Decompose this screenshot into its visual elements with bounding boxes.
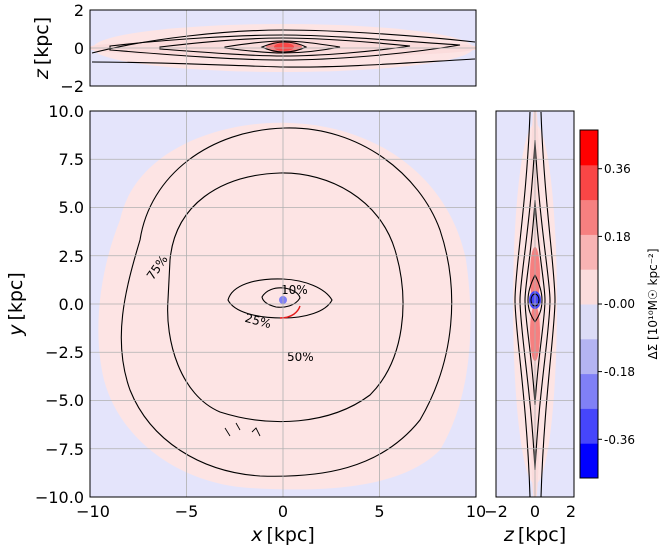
main-panel-grid: [90, 111, 476, 497]
top-ylabel-var: z: [31, 68, 53, 80]
top-ylabel: z [kpc]: [31, 17, 53, 80]
main-ytick-label: 0.0: [59, 295, 84, 314]
colorbar-band: [580, 373, 598, 409]
colorbar-tick-label: -0.00: [604, 297, 635, 311]
colorbar-tick-label: 0.36: [604, 162, 631, 176]
main-xlabel: x [kpc]: [250, 524, 315, 546]
colorbar: 0.36 0.18 -0.00 -0.18 -0.36 ΔΣ [10¹⁰M☉ k…: [579, 129, 660, 479]
main-xtick-label: 0: [278, 502, 288, 521]
main-ylabel-unit: [kpc]: [5, 272, 27, 320]
colorbar-band: [580, 269, 598, 305]
colorbar-band: [580, 443, 598, 479]
top-panel: 2 0 −2 z [kpc]: [31, 1, 477, 96]
main-ytick-label: −2.5: [45, 343, 84, 362]
main-xtick-label: −10: [76, 502, 110, 521]
main-contours: [120, 127, 453, 477]
main-ytick-label: −5.0: [45, 391, 84, 410]
main-xtick-label: 10: [466, 502, 486, 521]
colorbar-band: [580, 130, 598, 166]
side-xlabel-var: z: [503, 524, 515, 546]
main-xtick-label: 5: [374, 502, 384, 521]
top-ytick-label: −2: [60, 77, 84, 96]
contour-label-10: 10%: [281, 283, 308, 297]
side-xlabel-unit: [kpc]: [518, 524, 566, 546]
top-ytick-label: 2: [74, 1, 84, 20]
main-ytick-label: −7.5: [45, 440, 84, 459]
top-ytick-label: 0: [74, 39, 84, 58]
colorbar-ticks: [598, 168, 602, 440]
side-xlabel: z [kpc]: [503, 524, 566, 546]
main-ylabel-var: y: [5, 324, 27, 337]
colorbar-band: [580, 338, 598, 375]
main-xlabel-var: x: [250, 524, 263, 546]
main-panel: 10% 25% 50% 75% 10.0 7.5 5.0 2.5 0.0 −2.…: [5, 102, 486, 546]
side-xtick-label: 0: [530, 502, 540, 521]
side-panel-frame: [495, 110, 575, 498]
colorbar-label: ΔΣ [10¹⁰M☉ kpc⁻²]: [646, 248, 660, 359]
colorbar-band: [580, 234, 598, 270]
colorbar-tick-label: -0.18: [604, 365, 635, 379]
top-panel-core-peak: [274, 43, 294, 51]
main-ytick-label: −10.0: [35, 488, 84, 507]
colorbar-bands: [580, 130, 598, 479]
main-xlabel-unit: [kpc]: [266, 524, 314, 546]
colorbar-band: [580, 199, 598, 235]
contour-label-25: 25%: [243, 311, 272, 331]
contour-label-50: 50%: [287, 350, 314, 364]
colorbar-band: [580, 304, 598, 340]
side-panel: −2 0 2 z [kpc]: [484, 110, 576, 546]
colorbar-tick-label: 0.18: [604, 230, 631, 244]
main-ytick-label: 10.0: [48, 102, 84, 121]
main-ytick-label: 2.5: [59, 247, 84, 266]
colorbar-tick-label: -0.36: [604, 433, 635, 447]
side-xtick-label: −2: [484, 502, 508, 521]
colorbar-band: [580, 408, 598, 444]
main-ytick-label: 5.0: [59, 198, 84, 217]
top-ylabel-unit: [kpc]: [31, 17, 53, 65]
main-panel-frame: [89, 110, 477, 498]
side-xtick-label: 2: [566, 502, 576, 521]
main-ytick-label: 7.5: [59, 150, 84, 169]
side-panel-grid: [496, 111, 574, 497]
top-panel-frame: [89, 9, 477, 87]
main-ylabel: y [kpc]: [5, 272, 27, 337]
top-panel-grid: [90, 10, 476, 86]
main-xtick-label: −5: [175, 502, 199, 521]
main-small-contours: [224, 422, 261, 437]
colorbar-band: [580, 164, 598, 201]
main-positive-region: [98, 122, 471, 490]
